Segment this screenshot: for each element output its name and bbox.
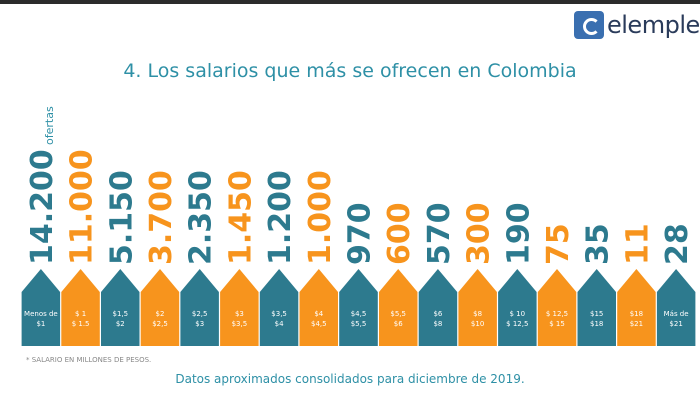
category-label: $3,5 — [271, 310, 287, 318]
category-bar — [61, 269, 100, 346]
category-label: $1,5 — [113, 310, 129, 318]
category-bar — [498, 269, 537, 346]
category-tile: $4 $4,5 1.000 — [299, 170, 338, 346]
data-source-footer: Datos aproximados consolidados para dici… — [175, 372, 525, 386]
value-label: 1.200 — [263, 170, 298, 265]
value-label: 11 — [620, 223, 655, 265]
category-tile: $ 12,5 $ 15 75 — [537, 223, 577, 346]
brand-name: elempleo — [607, 11, 700, 39]
category-tile: $ 10 $ 12,5 190 — [498, 202, 537, 346]
category-tile: $18 $21 11 — [617, 223, 656, 346]
value-label: 190 — [501, 202, 536, 265]
category-label: $ 15 — [549, 320, 565, 328]
category-label: $5,5 — [390, 310, 406, 318]
category-label: $2,5 — [192, 310, 208, 318]
category-label: $4,5 — [311, 320, 327, 328]
category-tile: $5,5 $6 600 — [379, 202, 418, 346]
category-label: $21 — [669, 320, 682, 328]
category-label: $18 — [590, 320, 603, 328]
category-tile: $6 $8 570 — [418, 202, 458, 346]
top-rule — [0, 0, 700, 4]
category-tile: $2,5 $3 2.350 — [180, 170, 219, 346]
category-bar — [577, 269, 616, 346]
category-label: $6 — [394, 320, 403, 328]
category-tile: $8 $10 300 — [458, 202, 497, 346]
value-label: 11.000 — [65, 149, 100, 265]
category-label: $ 12,5 — [546, 310, 568, 318]
category-label: $ 1.5 — [72, 320, 90, 328]
category-tile: $3,5 $4 1.200 — [259, 170, 299, 346]
category-label: Menos de — [24, 310, 58, 318]
category-bar — [220, 269, 259, 346]
category-tile: $3 $3,5 1.450 — [220, 170, 259, 346]
category-bar — [299, 269, 338, 346]
category-bar — [617, 269, 656, 346]
category-bar — [339, 269, 378, 346]
category-tile: $2 $2,5 3.700 — [140, 170, 180, 346]
category-bar — [21, 269, 61, 346]
category-label: $3 — [195, 320, 204, 328]
category-bar — [259, 269, 299, 346]
value-label: 5.150 — [104, 170, 139, 265]
category-tile: $ 1 $ 1.5 11.000 — [61, 149, 100, 346]
category-bar — [140, 269, 180, 346]
category-bar — [379, 269, 418, 346]
category-tile: Más de $21 28 — [656, 223, 696, 346]
category-label: $8 — [473, 310, 482, 318]
category-bar — [101, 269, 140, 346]
value-label: 570 — [422, 202, 457, 265]
chart-title: 4. Los salarios que más se ofrecen en Co… — [123, 60, 577, 82]
category-label: $10 — [471, 320, 484, 328]
category-label: $15 — [590, 310, 603, 318]
category-label: $21 — [630, 320, 643, 328]
category-label: $3,5 — [232, 320, 248, 328]
category-label: $6 — [433, 310, 442, 318]
value-label: 2.350 — [184, 170, 219, 265]
category-label: $4,5 — [351, 310, 367, 318]
value-label: 28 — [660, 223, 695, 265]
category-label: $2,5 — [152, 320, 168, 328]
value-label: 14.200 — [25, 149, 60, 265]
value-label: 35 — [581, 223, 616, 265]
category-bar — [537, 269, 577, 346]
category-tile: Menos de $1 14.200 — [21, 149, 61, 346]
category-bar — [656, 269, 696, 346]
category-label: $4 — [314, 310, 323, 318]
value-label: 970 — [343, 202, 378, 265]
category-label: $4 — [275, 320, 284, 328]
category-tile: $15 $18 35 — [577, 223, 616, 346]
category-tile: $4,5 $5,5 970 — [339, 202, 378, 346]
footnote: * SALARIO EN MILLONES DE PESOS. — [26, 356, 152, 364]
category-bar — [180, 269, 219, 346]
category-label: $ 1 — [75, 310, 86, 318]
value-label: 1.000 — [303, 170, 338, 265]
category-label: $5,5 — [351, 320, 367, 328]
brand-logo-icon — [574, 11, 604, 39]
category-label: $8 — [433, 320, 442, 328]
value-label: 3.700 — [144, 170, 179, 265]
category-label: Más de — [664, 310, 689, 318]
category-bar — [418, 269, 458, 346]
brand-logo: elempleo — [574, 8, 700, 42]
category-label: $ 12,5 — [506, 320, 528, 328]
value-label: 600 — [382, 202, 417, 265]
category-bar — [458, 269, 497, 346]
category-label: $3 — [235, 310, 244, 318]
category-label: $1 — [36, 320, 45, 328]
category-label: $2 — [156, 310, 165, 318]
category-label: $ 10 — [510, 310, 526, 318]
value-label: 300 — [462, 202, 497, 265]
category-label: $2 — [116, 320, 125, 328]
category-tile: $1,5 $2 5.150 — [101, 170, 140, 346]
value-label: 1.450 — [223, 170, 258, 265]
category-label: $18 — [630, 310, 643, 318]
value-label: 75 — [541, 223, 576, 265]
